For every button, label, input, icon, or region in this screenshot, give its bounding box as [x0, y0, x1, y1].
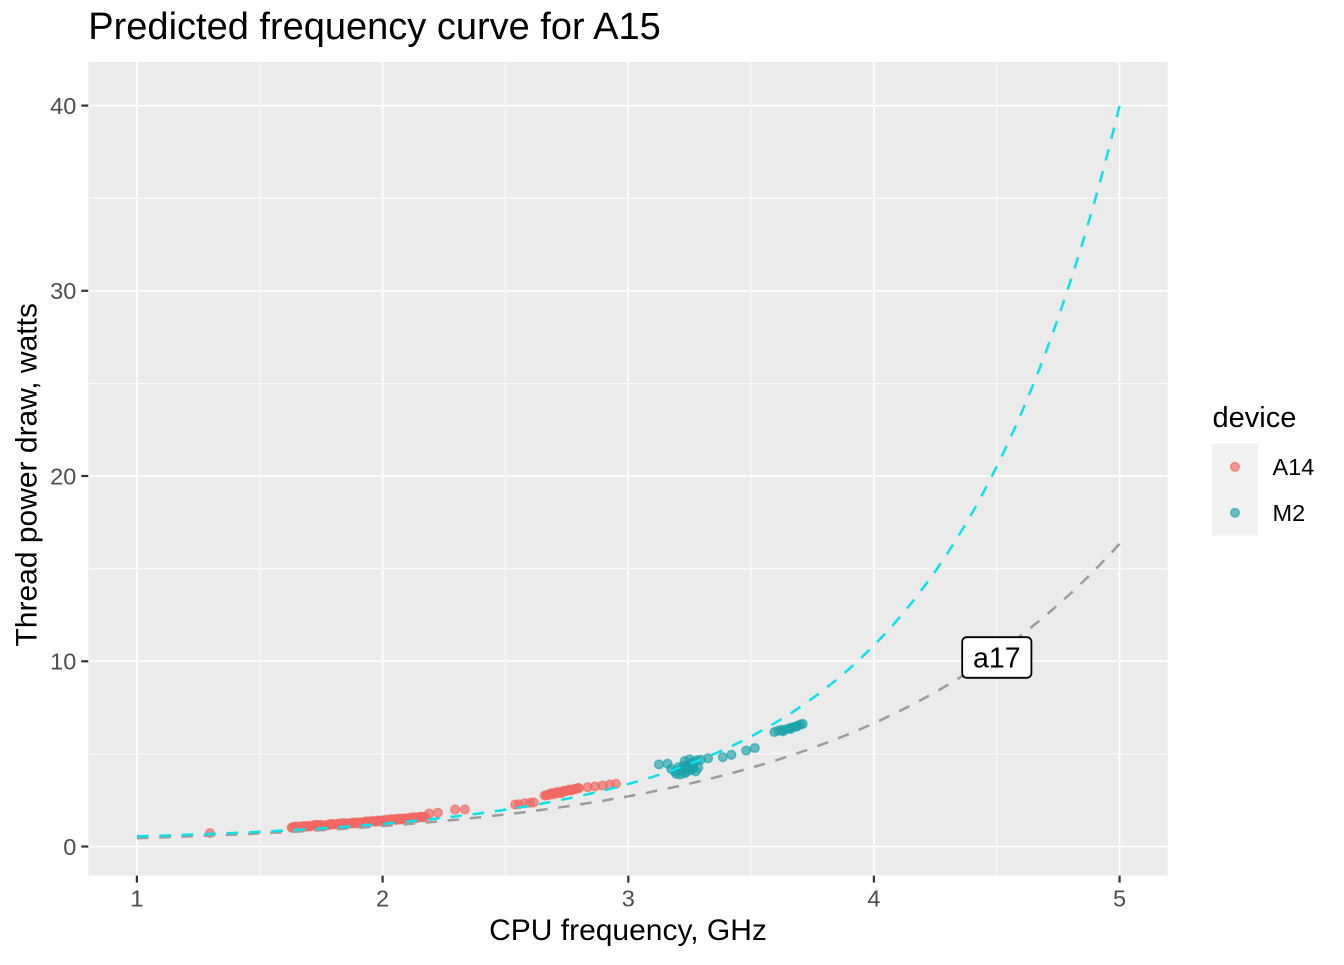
svg-text:a17: a17	[973, 643, 1021, 675]
svg-text:2: 2	[376, 886, 389, 912]
svg-text:1: 1	[130, 886, 143, 912]
svg-text:CPU frequency, GHz: CPU frequency, GHz	[489, 914, 767, 947]
svg-text:30: 30	[50, 278, 76, 304]
svg-text:M2: M2	[1273, 500, 1306, 526]
svg-text:device: device	[1213, 402, 1297, 434]
svg-text:Predicted frequency curve for: Predicted frequency curve for A15	[88, 6, 660, 48]
svg-text:3: 3	[622, 886, 635, 912]
svg-text:Thread power draw, watts: Thread power draw, watts	[11, 303, 44, 647]
svg-text:4: 4	[867, 886, 880, 912]
svg-text:20: 20	[50, 463, 76, 489]
svg-text:A14: A14	[1273, 454, 1315, 480]
svg-text:40: 40	[50, 93, 76, 119]
svg-text:5: 5	[1113, 886, 1126, 912]
svg-text:10: 10	[50, 649, 76, 675]
svg-text:0: 0	[63, 834, 76, 860]
